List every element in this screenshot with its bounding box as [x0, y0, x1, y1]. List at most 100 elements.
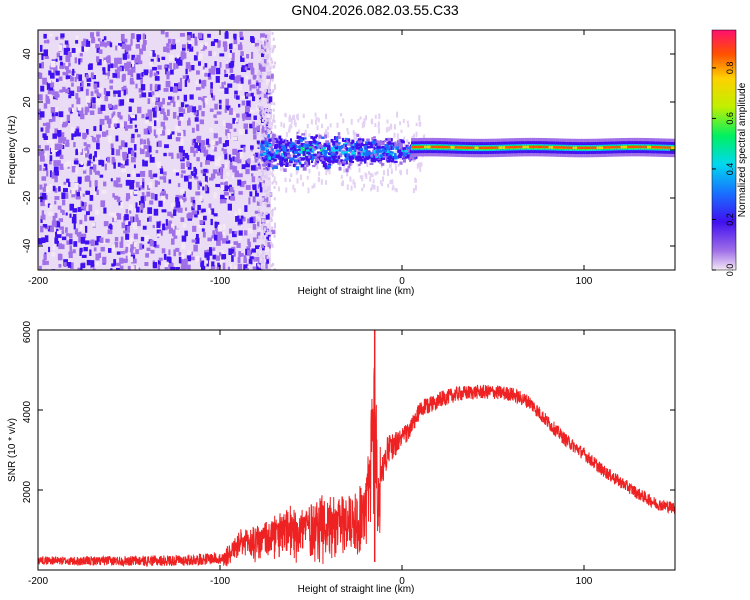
spectrogram-cell: [138, 35, 141, 40]
spectrogram-cell: [75, 35, 79, 39]
spectrogram-cell: [291, 148, 296, 152]
spectrogram-cell: [173, 102, 179, 107]
spectrogram-cell: [264, 202, 267, 206]
spectrogram-cell: [103, 181, 107, 187]
spectrogram-cell: [120, 164, 125, 169]
spectrogram-cell: [58, 243, 63, 250]
spectrogram-cell: [394, 165, 397, 171]
spectrogram-cell: [119, 115, 123, 120]
spectrogram-cell: [41, 214, 46, 220]
spectrogram-cell: [348, 147, 353, 152]
spectrogram-cell: [263, 231, 267, 236]
spectrogram-cell: [291, 142, 295, 146]
spectrogram-cell: [271, 148, 274, 152]
spectrogram-cell: [120, 236, 124, 242]
spectrogram-cell: [402, 118, 405, 123]
spectrogram-cell: [236, 243, 241, 248]
spectrogram-cell: [66, 240, 71, 245]
spectrogram-cell: [58, 218, 64, 223]
spectrogram-cell: [38, 145, 41, 149]
spectrogram-cell: [92, 155, 95, 162]
spectrogram-cell: [241, 65, 247, 73]
spectrogram-cell: [89, 249, 92, 256]
spectrogram-cell: [163, 88, 169, 92]
spectrogram-cell: [330, 152, 335, 156]
spectrogram-cell: [108, 135, 112, 143]
spectrogram-cell: [367, 151, 372, 155]
spectrogram-cell: [340, 181, 343, 187]
spectrogram-cell: [209, 108, 214, 112]
spectrogram-cell: [204, 252, 210, 258]
spectrogram-cell: [214, 61, 217, 67]
spectrogram-cell: [233, 241, 239, 245]
spectrogram-cell: [261, 197, 264, 201]
spectrogram-cell: [386, 168, 389, 173]
spectrogram-cell: [373, 157, 378, 161]
spectrogram-cell: [117, 90, 121, 98]
spectrogram-cell: [104, 95, 109, 102]
spectrogram-cell: [163, 117, 169, 121]
spectrogram-cell: [664, 146, 667, 149]
spectrogram-cell: [268, 120, 271, 124]
spectrogram-cell: [190, 196, 195, 203]
spectrogram-cell: [239, 44, 243, 51]
spectrogram-cell: [218, 252, 222, 257]
spectrogram-cell: [210, 173, 216, 179]
spectrogram-cell: [662, 146, 665, 149]
snr-line: [38, 367, 675, 568]
spectrogram-cell: [261, 49, 264, 53]
spectrogram-cell: [90, 135, 94, 141]
spectrogram-cell: [49, 205, 53, 209]
spectrogram-cell: [212, 230, 216, 237]
spectrogram-cell: [252, 237, 257, 243]
spectrogram-cell: [227, 83, 233, 88]
spectrogram-cell: [298, 161, 302, 165]
spectrogram-cell: [302, 113, 305, 119]
spectrogram-cell: [357, 138, 362, 141]
spectrogram-cell: [288, 116, 291, 123]
spectrogram-cell: [323, 132, 326, 136]
spectrogram-cell: [182, 263, 188, 270]
spectrogram-cell: [269, 153, 274, 157]
spectrogram-cell: [52, 89, 55, 96]
spectrogram-cell: [372, 179, 375, 184]
spectrogram-cell: [289, 157, 294, 161]
spectrogram-cell: [266, 132, 269, 136]
spectrogram-cell: [118, 145, 123, 150]
spectrogram-cell: [406, 152, 409, 156]
spectrogram-cell: [113, 90, 118, 94]
spectrogram-cell: [89, 216, 95, 221]
spectrogram-cell: [236, 113, 240, 118]
spectrogram-cell: [332, 142, 337, 146]
spectrogram-cell: [115, 123, 120, 128]
spectrogram-cell: [311, 136, 316, 140]
spectrogram-cell: [224, 32, 229, 39]
spectrogram-cell: [408, 141, 411, 145]
spectrogram-cell: [570, 146, 573, 149]
spectrogram-cell: [213, 51, 217, 56]
spectrogram-cell: [90, 239, 95, 247]
spectrogram-cell: [332, 160, 335, 164]
spectrogram-cell: [149, 71, 152, 78]
spectrogram-cell: [213, 249, 217, 254]
spectrogram-cell: [123, 38, 128, 43]
spectrogram-cell: [265, 213, 270, 220]
spectrogram-cell: [649, 145, 652, 149]
spectrogram-cell: [270, 218, 273, 222]
spectrogram-cell: [337, 155, 341, 160]
spectrogram-cell: [65, 142, 70, 147]
spectrogram-cell: [115, 63, 118, 67]
spectrogram-cell: [301, 148, 306, 151]
spectrogram-cell: [159, 168, 164, 174]
spectrogram-cell: [424, 145, 427, 149]
spectrogram-cell: [210, 265, 216, 270]
spectrogram-cell: [124, 124, 128, 131]
spectrogram-cell: [282, 143, 285, 146]
spectrogram-cell: [265, 197, 269, 203]
spectrogram-cell: [92, 40, 95, 48]
spectrogram-cell: [308, 155, 311, 159]
spectrogram-cell: [245, 105, 250, 113]
spectrogram-cell: [177, 59, 183, 66]
spectrogram-cell: [75, 93, 79, 100]
spectrogram-cell: [351, 155, 354, 158]
